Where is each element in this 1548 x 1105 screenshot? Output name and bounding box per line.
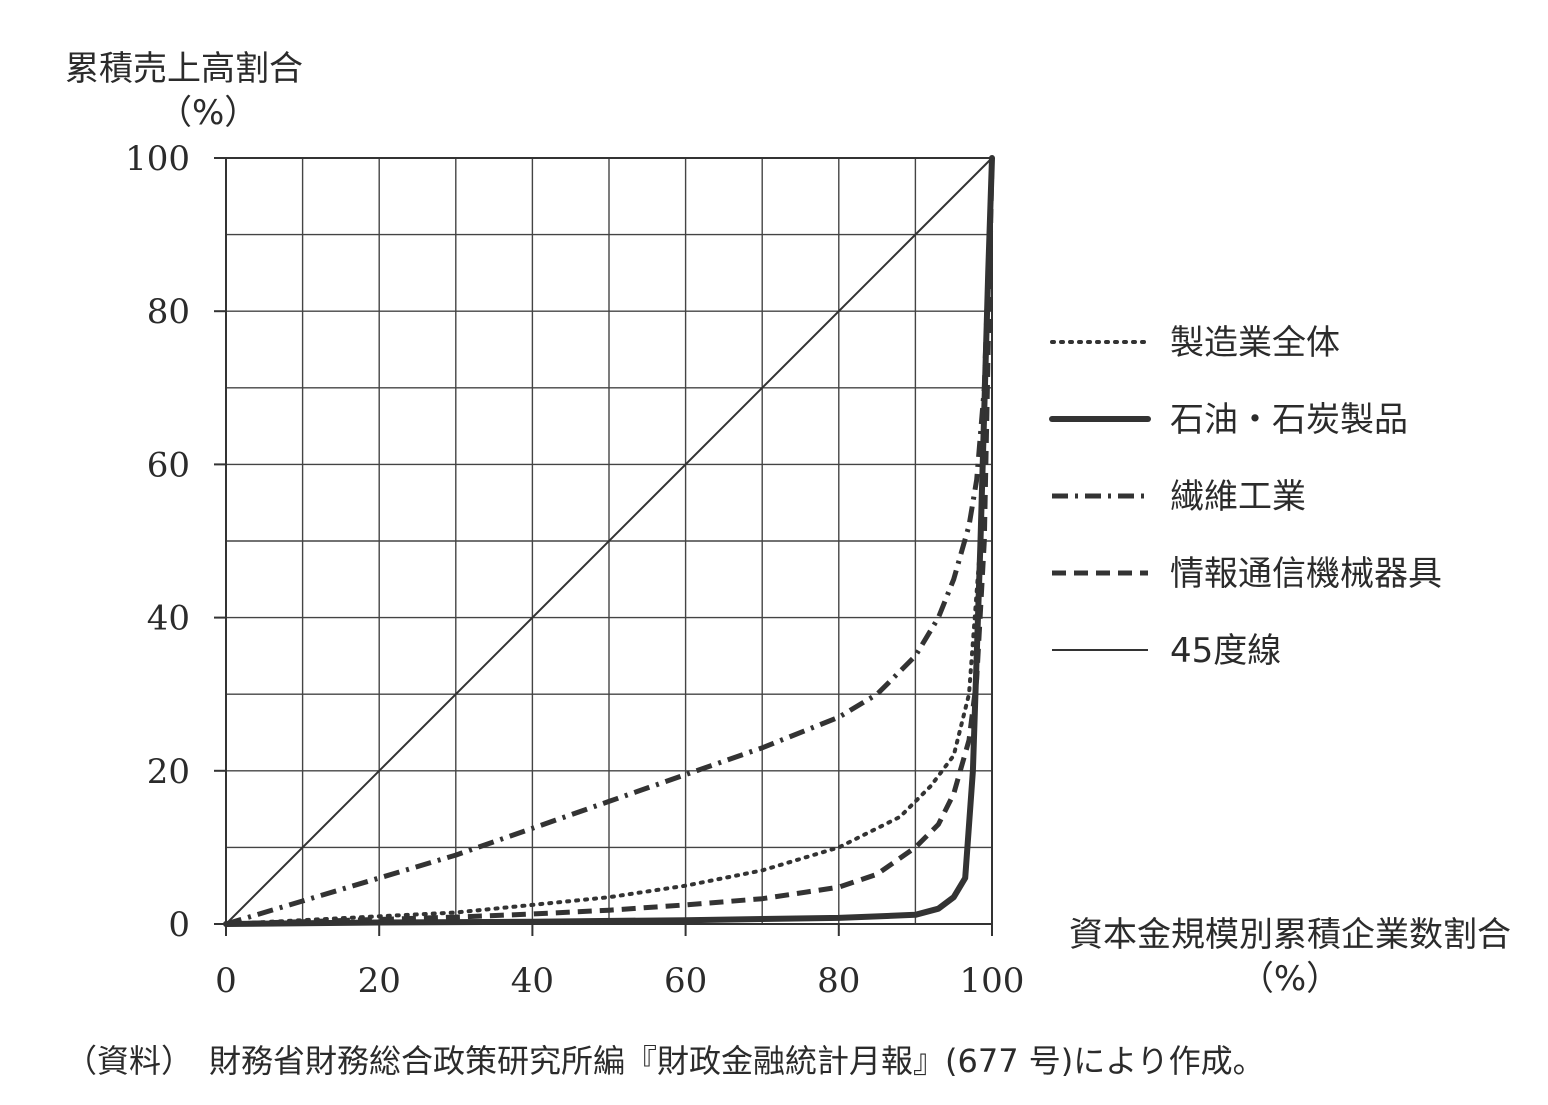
x-tick-label: 100 [960,961,1025,1001]
x-tick-label: 40 [511,961,554,1001]
y-tick-label: 100 [125,139,190,179]
y-tick-labels: 0 20 40 60 80 100 [125,139,190,945]
x-axis-unit: （%） [1240,959,1340,999]
series-line-4 [225,157,993,925]
series-line-0 [224,156,994,926]
series-line-3 [225,157,995,927]
legend-label-0: 製造業全体 [1170,323,1340,363]
x-tick-labels: 0 20 40 60 80 100 [215,961,1024,1001]
series-lines [223,155,995,927]
plot-border [225,157,993,925]
plot-frame [214,157,993,936]
x-axis-label: 資本金規模別累積企業数割合 [1069,915,1511,955]
y-tick-label: 80 [147,292,190,332]
y-tick-label: 60 [147,445,190,485]
x-tick-label: 80 [817,961,860,1001]
legend-label-4: 45度線 [1170,631,1281,671]
legend-label-3: 情報通信機械器具 [1170,554,1442,594]
y-tick-label: 20 [147,752,190,792]
x-tick-label: 20 [358,961,401,1001]
legend-label-1: 石油・石炭製品 [1170,400,1408,440]
y-axis-unit: （%） [158,93,258,133]
y-tick-label: 0 [168,905,190,945]
x-tick-label: 60 [664,961,707,1001]
x-tick-label: 0 [215,961,237,1001]
series-line-2 [225,157,995,927]
source-note: （資料） 財務省財務総合政策研究所編『財政金融統計月報』(677 号)により作成… [65,1042,1265,1080]
series-line-1 [223,155,995,927]
y-tick-label: 40 [147,599,190,639]
y-axis-label: 累積売上高割合 [65,49,303,89]
legend-label-2: 繊維工業 [1170,477,1306,517]
